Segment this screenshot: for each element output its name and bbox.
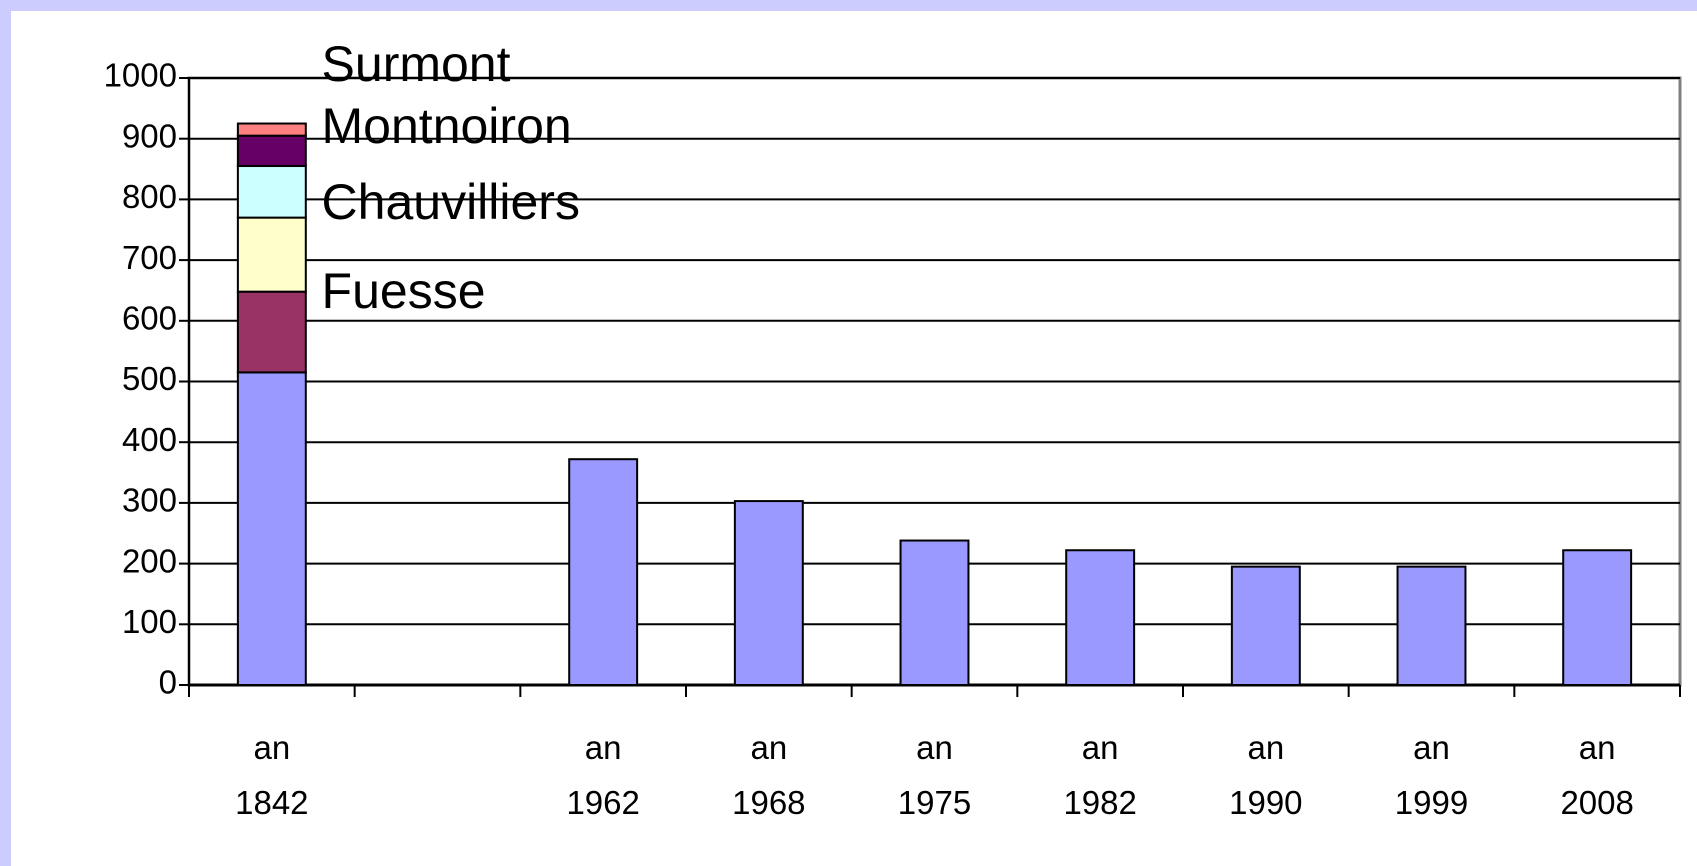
bar-segment (236, 165, 307, 219)
x-tick-label: an 1842 (235, 729, 309, 821)
segment-label: Surmont (322, 36, 511, 92)
x-tick-label: an 1968 (732, 729, 806, 821)
y-tick-label: 400 (122, 421, 177, 458)
y-tick-label: 600 (122, 300, 177, 337)
y-tick-label: 800 (122, 178, 177, 215)
bar-segment (236, 371, 307, 686)
x-tick-label: an 1999 (1394, 729, 1469, 821)
bar-segment (236, 290, 307, 374)
bar-segment (236, 122, 307, 137)
x-tick-label: an 2008 (1560, 729, 1634, 821)
y-tick-label: 500 (122, 360, 177, 397)
y-tick-label: 0 (159, 664, 177, 701)
bar-segment (1562, 549, 1633, 686)
x-tick-label: an 1990 (1229, 729, 1303, 821)
segment-label: Chauvilliers (322, 174, 580, 230)
bar-segment (733, 500, 804, 687)
segment-label: Fuesse (322, 263, 486, 319)
y-tick-label: 1000 (104, 57, 177, 94)
bar-segment (236, 134, 307, 168)
bar-segment (1065, 549, 1136, 686)
bar-segment (1230, 565, 1301, 687)
segment-label: Montnoiron (322, 98, 572, 154)
bar-segment (1396, 565, 1467, 687)
x-tick-label: an 1975 (897, 729, 972, 821)
y-tick-label: 300 (122, 482, 177, 519)
bar-segment (236, 216, 307, 293)
y-tick-label: 200 (122, 542, 177, 579)
y-tick-label: 900 (122, 117, 177, 154)
y-tick-label: 100 (122, 603, 177, 640)
y-tick-label: 700 (122, 239, 177, 276)
x-tick-label: an 1962 (566, 729, 640, 821)
x-tick-label: an 1982 (1063, 729, 1137, 821)
bar-segment (899, 539, 970, 686)
bar-segment (568, 458, 639, 687)
